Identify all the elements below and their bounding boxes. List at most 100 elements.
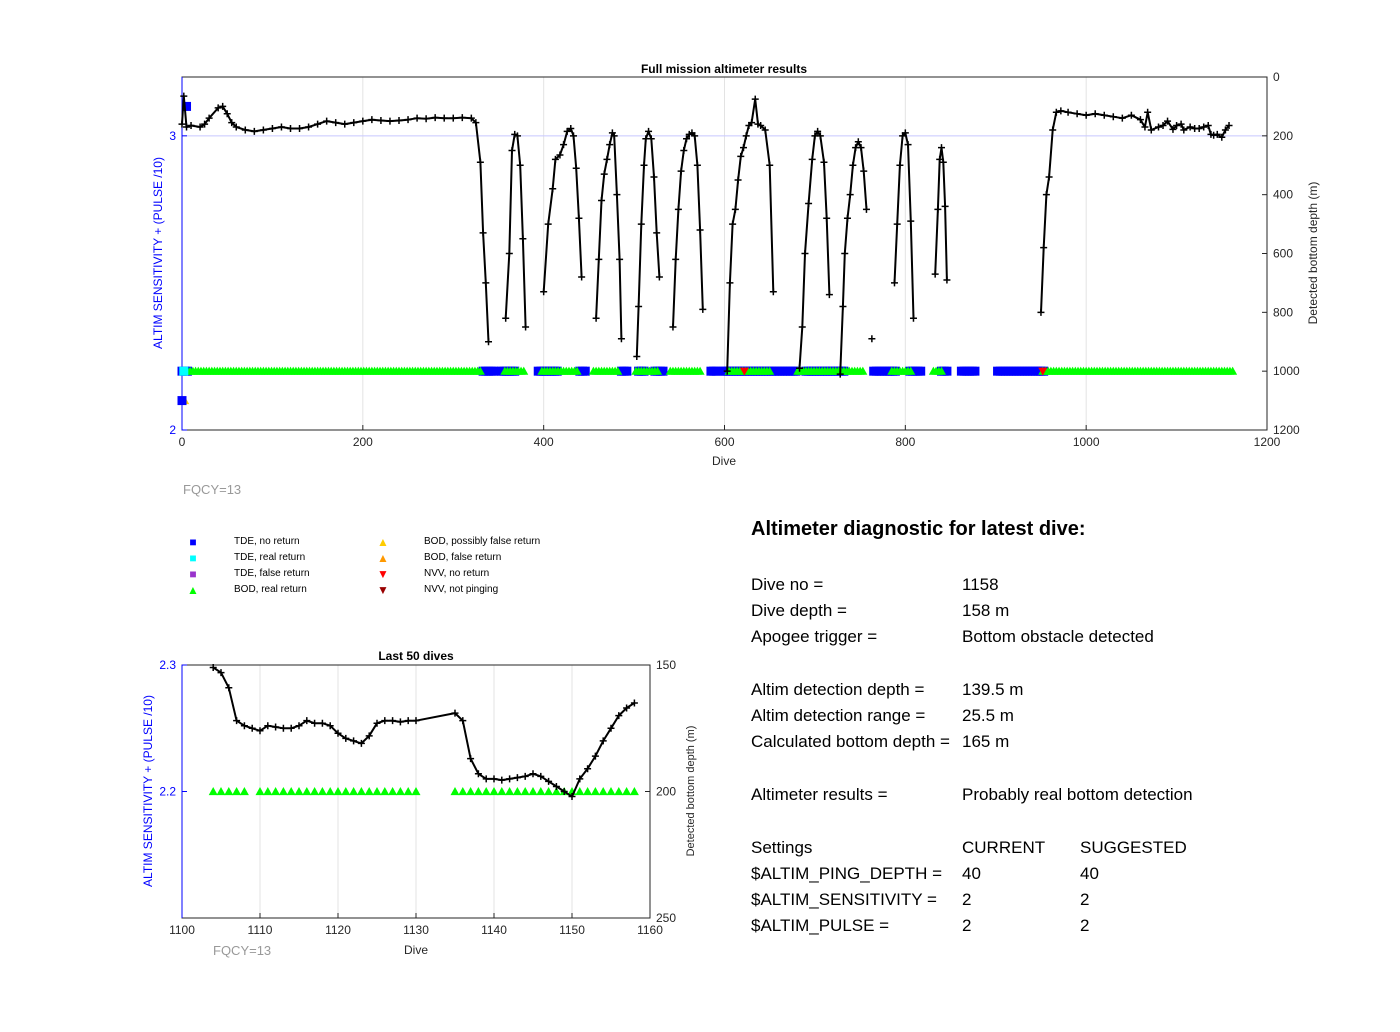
square-marker (177, 396, 187, 406)
depth-line-segment (839, 140, 868, 375)
depth-point (1159, 122, 1167, 130)
depth-point (1210, 131, 1218, 139)
depth-point (616, 255, 624, 263)
x-tick-label: 1160 (637, 923, 663, 937)
y-right-tick-label: 200 (1273, 129, 1293, 143)
depth-point (1144, 108, 1152, 116)
depth-point (551, 155, 559, 163)
triangle-up-marker (232, 787, 242, 796)
last50-y-right-label: Detected bottom depth (m) (685, 726, 697, 857)
depth-point (739, 144, 747, 152)
depth-point (1164, 117, 1172, 125)
depth-point (592, 314, 600, 322)
depth-point (196, 123, 204, 131)
triangle-up-marker (614, 787, 624, 796)
triangle-up-legend-icon: ▲ (377, 551, 389, 565)
depth-point (943, 276, 951, 284)
triangle-up-marker (512, 787, 522, 796)
triangle-up-marker (341, 787, 351, 796)
depth-point (232, 123, 240, 131)
depth-point (615, 712, 623, 720)
diag-row-settings-header: Settings CURRENT SUGGESTED (751, 837, 1371, 859)
depth-point (178, 120, 186, 128)
depth-line-segment (1040, 109, 1230, 313)
depth-point (187, 122, 195, 130)
depth-point (459, 717, 467, 725)
depth-point (769, 288, 777, 296)
main-fqcy-label: FQCY=13 (183, 482, 241, 497)
setting-current: 2 (962, 890, 972, 909)
depth-point (529, 770, 537, 778)
setting-name: $ALTIM_PULSE = (751, 916, 890, 935)
depth-point (490, 775, 498, 783)
triangle-up-marker (858, 366, 868, 375)
depth-point (296, 124, 304, 132)
triangle-up-marker (411, 787, 421, 796)
triangle-up-marker (380, 787, 390, 796)
depth-point (513, 132, 521, 140)
depth-point (617, 335, 625, 343)
x-tick-label: 1200 (1254, 435, 1281, 449)
depth-point (841, 250, 849, 257)
last50-axes: 1100 1110 1120 1130 1140 1150 1160 2.2 2.3 150 200… (159, 658, 676, 937)
depth-point (613, 191, 621, 199)
setting-name: $ALTIM_PING_DEPTH = (751, 864, 942, 883)
depth-point (482, 279, 490, 287)
depth-point (680, 147, 688, 155)
depth-point (259, 126, 267, 134)
diag-row-calc-bottom: Calculated bottom depth = 165 m (751, 731, 1371, 753)
triangle-up-marker (520, 787, 530, 796)
depth-point (591, 752, 599, 760)
x-tick-label: 1100 (169, 923, 195, 937)
depth-point (635, 302, 643, 310)
depth-point (264, 722, 272, 730)
depth-point (1045, 173, 1053, 181)
depth-point (766, 161, 774, 169)
last50-fqcy-label: FQCY=13 (213, 943, 271, 958)
depth-point (277, 123, 285, 131)
diag-row-apogee: Apogee trigger = Bottom obstacle detecte… (751, 626, 1371, 648)
depth-point (248, 724, 256, 732)
depth-point (904, 141, 912, 149)
depth-point (645, 127, 653, 135)
depth-point (395, 117, 403, 125)
depth-point (467, 114, 475, 122)
square-marker (182, 101, 192, 111)
triangle-up-marker (653, 366, 663, 375)
depth-point (431, 114, 439, 122)
depth-point (272, 723, 280, 731)
depth-point (761, 126, 769, 134)
depth-point (326, 722, 334, 730)
triangle-up-marker (255, 787, 265, 796)
triangle-up-marker (294, 787, 304, 796)
depth-point (825, 291, 833, 299)
depth-point (1218, 133, 1226, 141)
depth-point (934, 205, 942, 213)
depth-point (519, 235, 527, 243)
triangle-up-marker (403, 787, 413, 796)
y-right-tick-label: 1200 (1273, 423, 1300, 437)
x-tick-label: 1110 (248, 923, 273, 937)
depth-point (630, 699, 638, 707)
depth-line-segment (798, 130, 831, 369)
depth-point (742, 132, 750, 140)
y-left-tick-label: 3 (169, 129, 176, 143)
depth-point (890, 279, 898, 287)
depth-point (482, 775, 490, 783)
depth-point (458, 114, 466, 122)
depth-point (849, 161, 857, 169)
depth-point (1147, 126, 1155, 134)
diag-row-pulse: $ALTIM_PULSE = 2 2 (751, 915, 1371, 937)
depth-point (545, 777, 553, 785)
depth-point (233, 717, 241, 725)
x-tick-label: 400 (534, 435, 554, 449)
square-marker (916, 366, 926, 376)
depth-point (479, 229, 487, 237)
depth-point (183, 123, 191, 131)
triangle-up-marker (590, 787, 600, 796)
depth-point (729, 220, 737, 228)
legend-label: NVV, no return (424, 568, 490, 579)
depth-point (734, 176, 742, 184)
triangle-up-marker (333, 787, 343, 796)
depth-point (342, 734, 350, 742)
